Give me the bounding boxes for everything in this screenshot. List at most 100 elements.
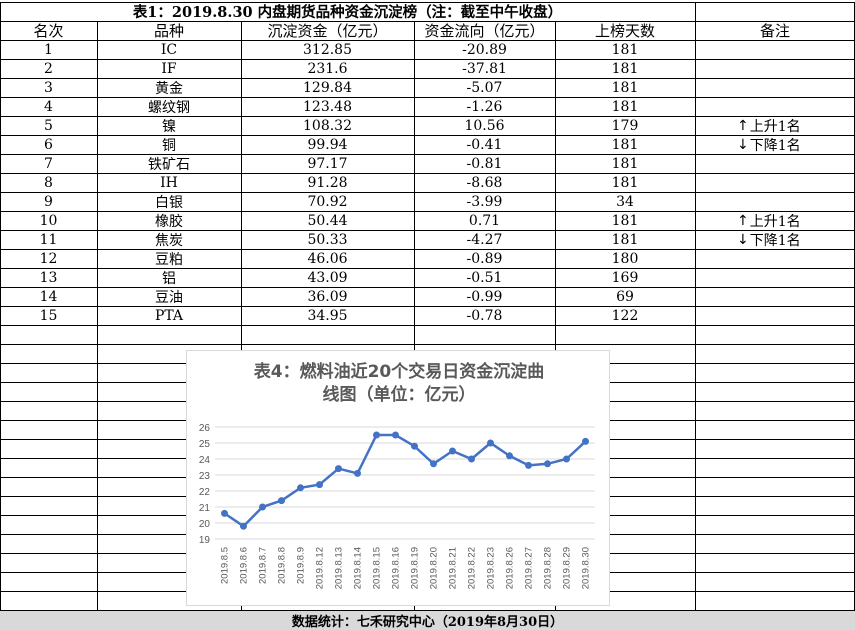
data-point (563, 455, 570, 463)
arrow-up-icon: ↑ (737, 117, 749, 134)
table-cell: 36.09 (307, 288, 348, 305)
data-point (259, 503, 266, 511)
table-cell: 169 (611, 269, 639, 286)
table-cell: 4 (44, 98, 53, 115)
data-point (449, 447, 456, 455)
table-cell: 铜 (162, 137, 176, 154)
grid-line-vertical (414, 21, 415, 610)
x-tick-label: 2019.8.29 (562, 547, 573, 589)
table-cell: 15 (39, 307, 58, 324)
data-point (278, 497, 285, 505)
series-line (223, 433, 587, 528)
table-cell: -0.81 (466, 155, 503, 172)
table-cell: -20.89 (462, 41, 507, 58)
y-tick-label: 21 (199, 503, 211, 514)
table-cell: 5 (44, 117, 53, 134)
grid-line-horizontal (0, 154, 855, 155)
data-point (506, 452, 513, 460)
table-cell: -5.07 (466, 79, 503, 96)
table-cell: IF (161, 60, 177, 77)
x-tick-label: 2019.8.5 (220, 547, 231, 584)
arrow-down-icon: ↓ (737, 231, 749, 248)
table-cell: -0.51 (466, 269, 503, 286)
x-tick-label: 2019.8.19 (410, 547, 421, 589)
y-tick-label: 23 (199, 471, 211, 482)
arrow-up-icon: ↑ (737, 212, 749, 229)
column-header: 资金流向（亿元） (424, 22, 545, 40)
table-cell: 14 (39, 288, 58, 305)
chart-title-line-1: 表4：燃料油近20个交易日资金沉淀曲 (253, 362, 545, 382)
grid-line-horizontal (0, 287, 855, 288)
table-cell: PTA (154, 307, 184, 324)
table-cell: 10.56 (464, 117, 505, 134)
grid-line-horizontal (0, 192, 855, 193)
grid-line-horizontal (0, 325, 855, 326)
table-cell: 180 (611, 250, 639, 267)
data-point (373, 431, 380, 439)
table-cell: 91.28 (307, 174, 348, 191)
table-cell: 179 (611, 117, 639, 134)
table-cell: 312.85 (303, 41, 352, 58)
data-point (392, 431, 399, 439)
grid-line-vertical (695, 2, 696, 610)
data-point (240, 522, 247, 530)
table-cell: 181 (611, 136, 639, 153)
table-cell: -0.99 (466, 288, 503, 305)
table-cell: 181 (611, 212, 639, 229)
table-cell: 0.71 (468, 212, 501, 229)
table-cell: 34 (616, 193, 634, 210)
table-cell: -4.27 (466, 231, 503, 248)
grid-line-horizontal (0, 21, 855, 22)
data-point (316, 481, 323, 489)
table-cell: 12 (39, 250, 58, 267)
x-tick-label: 2019.8.12 (315, 547, 326, 589)
table-cell: 铝 (162, 270, 176, 287)
table-cell: 黄金 (155, 80, 183, 97)
grid-line-horizontal (0, 2, 855, 3)
table-cell: 10 (39, 212, 58, 229)
x-tick-label: 2019.8.27 (524, 547, 535, 589)
table-cell: 181 (611, 41, 639, 58)
chart-title-line-2: 线图（单位：亿元） (322, 385, 476, 405)
table-cell: 181 (611, 98, 639, 115)
x-tick-label: 2019.8.20 (429, 547, 440, 589)
data-point (354, 469, 361, 477)
table-cell: 50.33 (307, 231, 348, 248)
table-cell: 181 (611, 155, 639, 172)
table-cell: 镍 (162, 118, 176, 135)
table-title: 表1：2019.8.30 内盘期货品种资金沉淀榜（注：截至中午收盘） (132, 4, 563, 21)
table-cell: IC (160, 41, 178, 58)
grid-line-horizontal (0, 59, 855, 60)
x-tick-label: 2019.8.8 (277, 547, 288, 584)
x-tick-label: 2019.8.6 (239, 547, 250, 584)
grid-line-horizontal (0, 97, 855, 98)
data-point (582, 437, 589, 445)
grid-line-vertical (555, 21, 556, 610)
grid-line-horizontal (0, 249, 855, 250)
x-tick-label: 2019.8.21 (448, 547, 459, 589)
table-cell: 122 (611, 307, 639, 324)
x-tick-label: 2019.8.9 (296, 547, 307, 584)
column-header: 沉淀资金（亿元） (267, 22, 388, 40)
y-tick-label: 24 (199, 455, 211, 466)
table-cell: 97.17 (307, 155, 348, 172)
table-cell: 181 (611, 60, 639, 77)
table-cell: 108.32 (303, 117, 352, 134)
table-cell: 8 (44, 174, 53, 191)
note-cell: ↓ 下降1名 (695, 135, 855, 154)
note-text: 下降1名 (749, 232, 801, 249)
table-cell: 豆油 (155, 289, 183, 306)
note-text: 上升1名 (749, 213, 801, 230)
x-tick-label: 2019.8.14 (353, 547, 364, 589)
x-tick-label: 2019.8.13 (334, 547, 345, 589)
grid-line-vertical (0, 2, 1, 610)
column-header: 备注 (759, 22, 790, 40)
table-cell: 13 (39, 269, 58, 286)
data-point (297, 484, 304, 492)
table-cell: 43.09 (307, 269, 348, 286)
table-cell: 11 (39, 231, 58, 248)
x-tick-label: 2019.8.16 (391, 547, 402, 589)
chart-svg: 19 20 21 22 23 24 25 26 2019.8.5 2019.8.6 2019.8.7… (199, 423, 595, 589)
table-cell: 181 (611, 174, 639, 191)
